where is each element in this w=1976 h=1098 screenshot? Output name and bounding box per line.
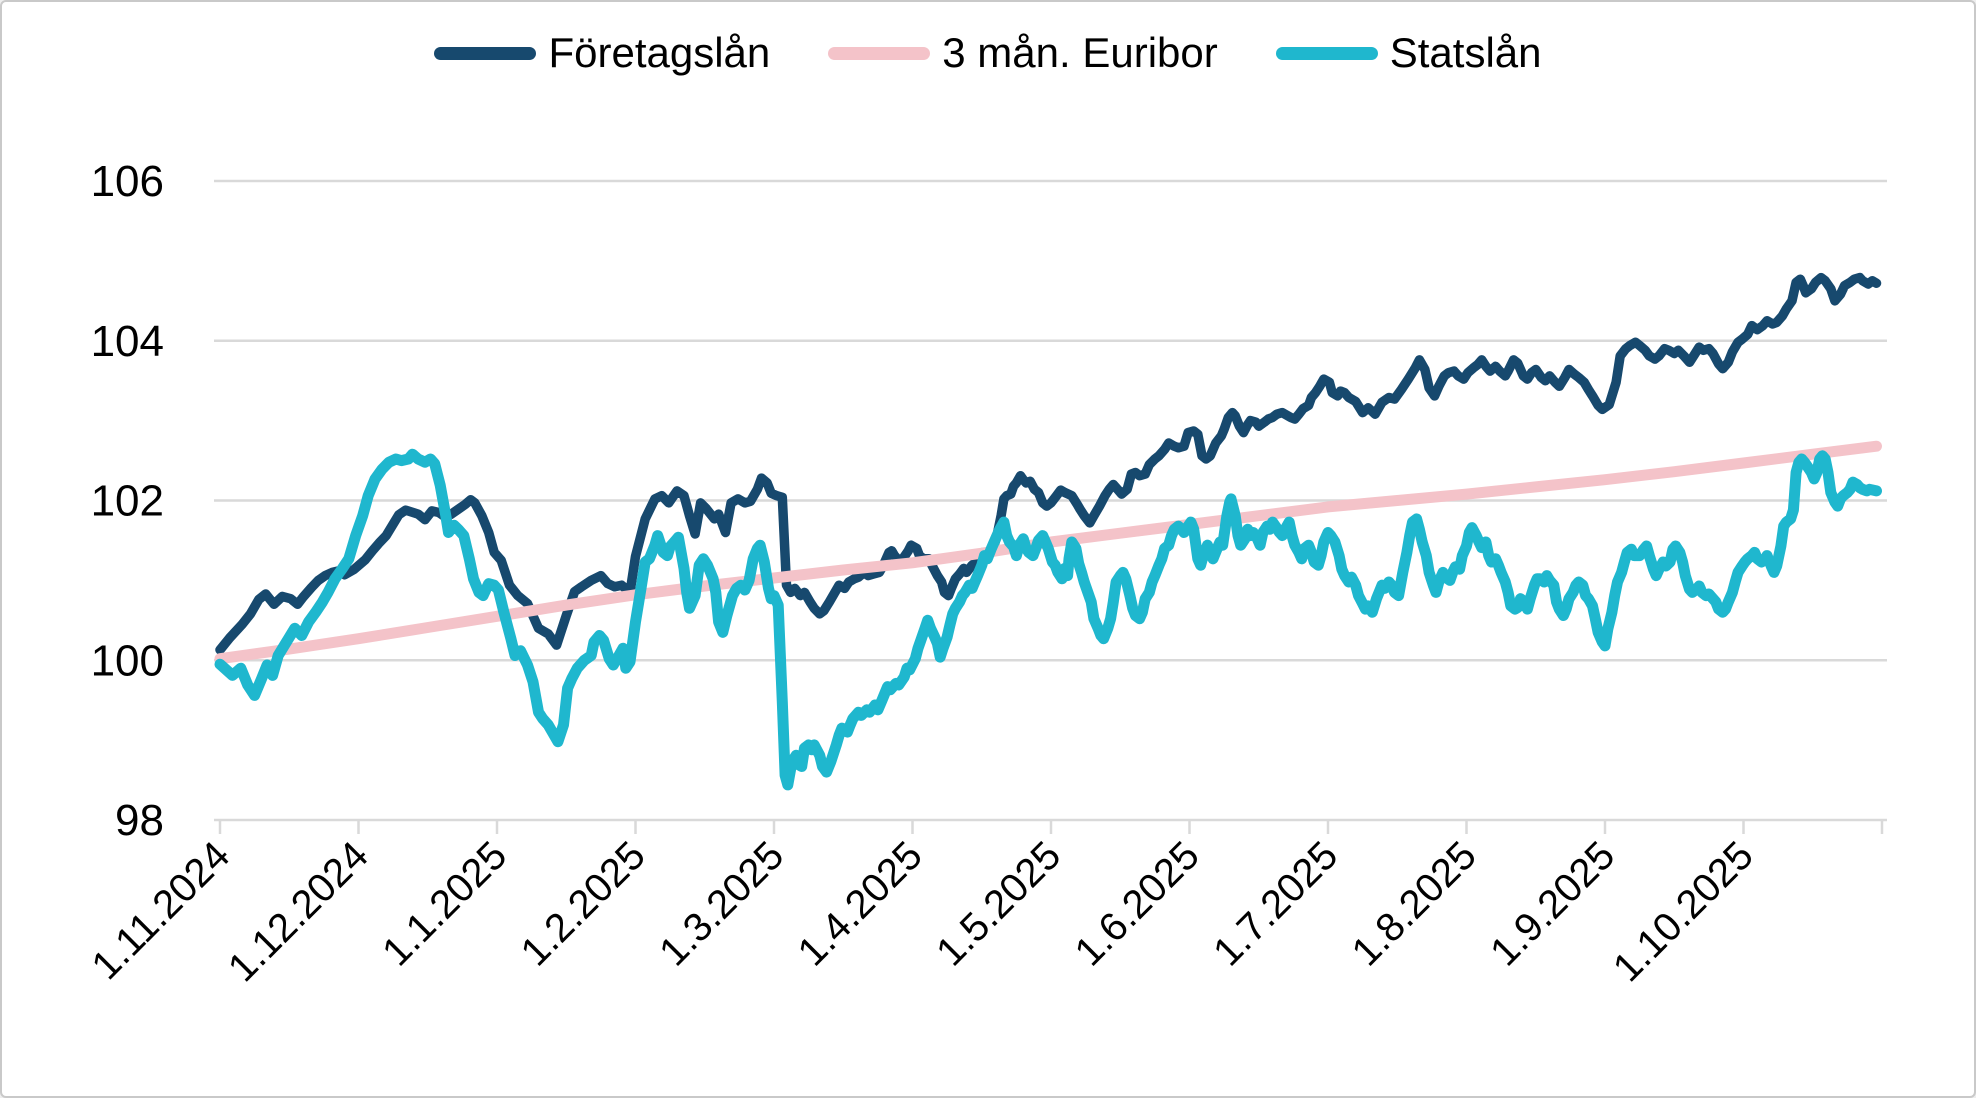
legend: Företagslån 3 mån. Euribor Statslån [2,32,1974,74]
x-axis-labels: 1.11.20241.12.20241.1.20251.2.20251.3.20… [84,833,1762,990]
legend-item-euribor: 3 mån. Euribor [828,29,1218,76]
y-axis-label-104: 104 [91,317,164,366]
x-axis-label-0: 1.11.2024 [84,833,239,988]
axis-ticks [218,820,1884,834]
legend-swatch-euribor [828,46,931,60]
x-axis-label-2: 1.1.2025 [374,833,515,974]
series-line-f-retagsl-n [215,272,1882,655]
y-axis-label-100: 100 [91,636,164,685]
legend-label-euribor: 3 mån. Euribor [942,29,1218,76]
legend-swatch-statslan [1275,46,1378,60]
series-line-statsl-n [214,448,1882,791]
series-lines [214,272,1882,791]
legend-label-foretagslan: Företagslån [548,29,771,76]
x-axis-label-8: 1.7.2025 [1205,833,1346,974]
x-axis-label-7: 1.6.2025 [1067,833,1208,974]
y-axis-label-102: 102 [91,477,164,526]
y-axis-label-106: 106 [91,157,164,206]
legend-swatch-foretagslan [434,46,537,60]
x-axis-label-9: 1.8.2025 [1344,833,1485,974]
y-axis-labels: 98 100 102 104 106 [91,157,164,845]
legend-item-statslan: Statslån [1275,29,1542,76]
y-axis-label-98: 98 [115,796,164,845]
x-axis-label-5: 1.4.2025 [790,833,931,974]
x-axis-label-4: 1.3.2025 [651,833,792,974]
x-axis-label-1: 1.12.2024 [220,833,377,990]
x-axis-label-3: 1.2.2025 [513,833,654,974]
legend-label-statslan: Statslån [1389,29,1542,76]
legend-item-foretagslan: Företagslån [434,32,770,74]
x-axis-label-6: 1.5.2025 [928,833,1069,974]
x-axis-label-11: 1.10.2025 [1605,833,1762,990]
x-axis-label-10: 1.9.2025 [1482,833,1623,974]
